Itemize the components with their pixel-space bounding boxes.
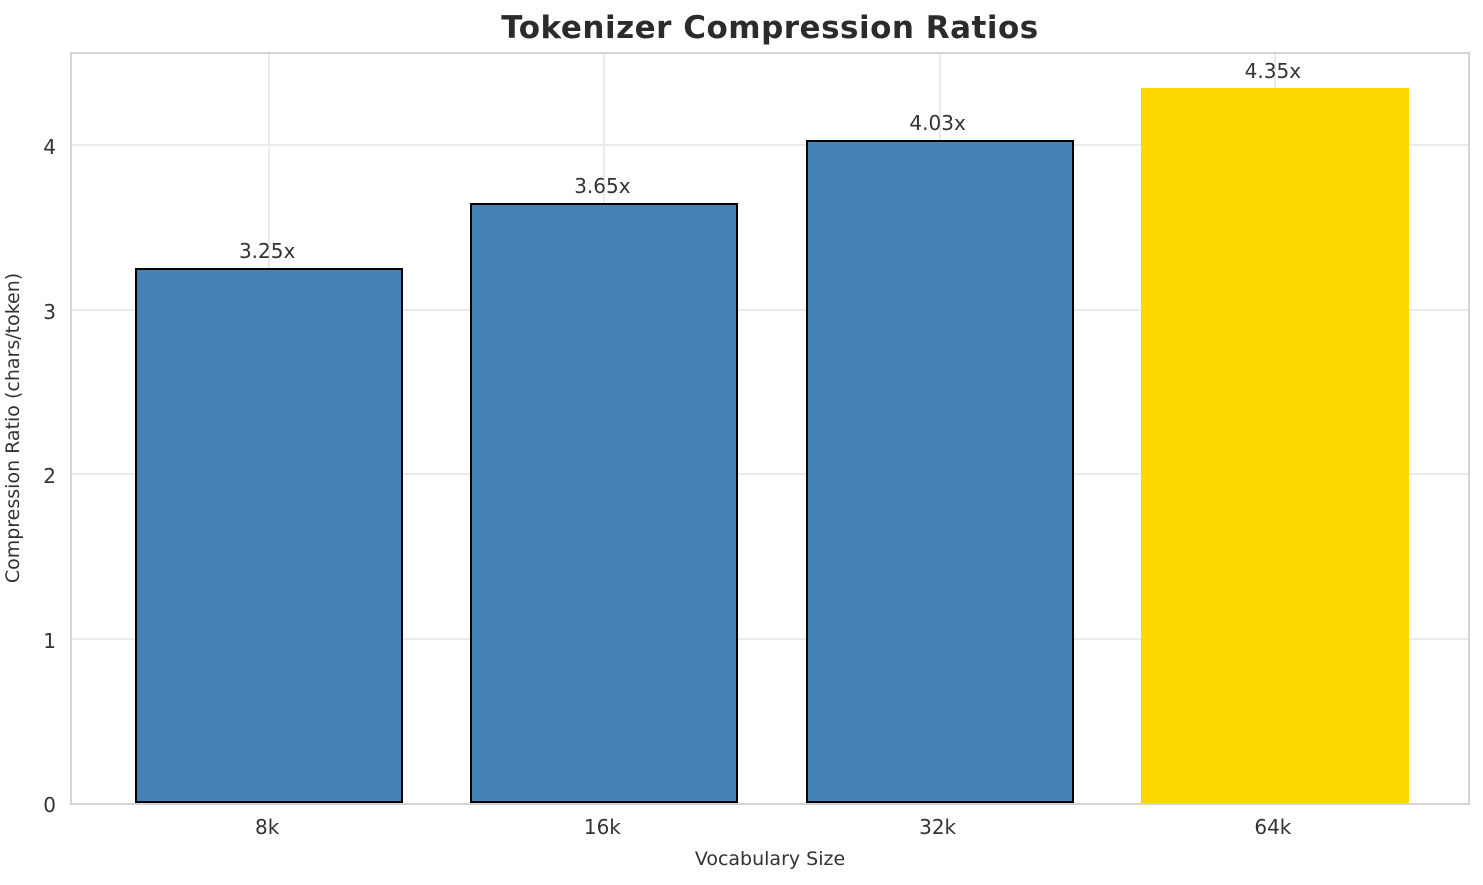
chart-title: Tokenizer Compression Ratios — [501, 10, 1039, 46]
bar-64k — [1140, 87, 1409, 803]
y-tick-label: 1 — [43, 628, 56, 653]
bar-value-label: 3.65x — [574, 173, 631, 198]
bar-value-label: 4.03x — [909, 111, 966, 136]
bar-16k — [470, 202, 739, 803]
bar-32k — [805, 140, 1074, 803]
y-tick-label: 0 — [43, 793, 56, 817]
x-tick-label: 8k — [254, 815, 280, 839]
x-tick-label: 32k — [919, 815, 957, 839]
gridline-horizontal — [72, 308, 1468, 311]
x-axis-label: Vocabulary Size — [694, 848, 846, 870]
bar-value-label: 3.25x — [238, 239, 296, 264]
x-tick-label: 64k — [1254, 815, 1292, 839]
y-tick-label: 4 — [43, 135, 56, 160]
plot-area — [70, 52, 1470, 805]
gridline-horizontal — [72, 144, 1468, 147]
bar-value-label: 4.35x — [1244, 58, 1302, 83]
y-tick-label: 3 — [43, 299, 56, 324]
gridline-horizontal — [72, 473, 1468, 476]
gridline-horizontal — [72, 637, 1468, 640]
bar-8k — [135, 268, 404, 803]
x-tick-label: 16k — [583, 815, 621, 839]
y-tick-label: 2 — [43, 464, 56, 489]
